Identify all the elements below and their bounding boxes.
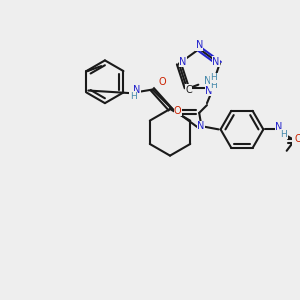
Text: O: O xyxy=(174,106,182,116)
Text: H: H xyxy=(211,81,217,90)
Text: N: N xyxy=(212,57,219,67)
Text: N: N xyxy=(196,40,203,50)
Text: N: N xyxy=(197,122,205,131)
Text: H: H xyxy=(211,74,217,82)
Text: H: H xyxy=(130,92,136,101)
Text: N: N xyxy=(275,122,283,132)
Text: N: N xyxy=(179,57,187,67)
Text: H: H xyxy=(280,130,287,139)
Text: N: N xyxy=(133,85,141,94)
Text: O: O xyxy=(295,134,300,144)
Text: O: O xyxy=(158,77,166,87)
Text: N: N xyxy=(204,76,212,86)
Text: C: C xyxy=(185,85,192,94)
Text: N: N xyxy=(205,85,213,95)
